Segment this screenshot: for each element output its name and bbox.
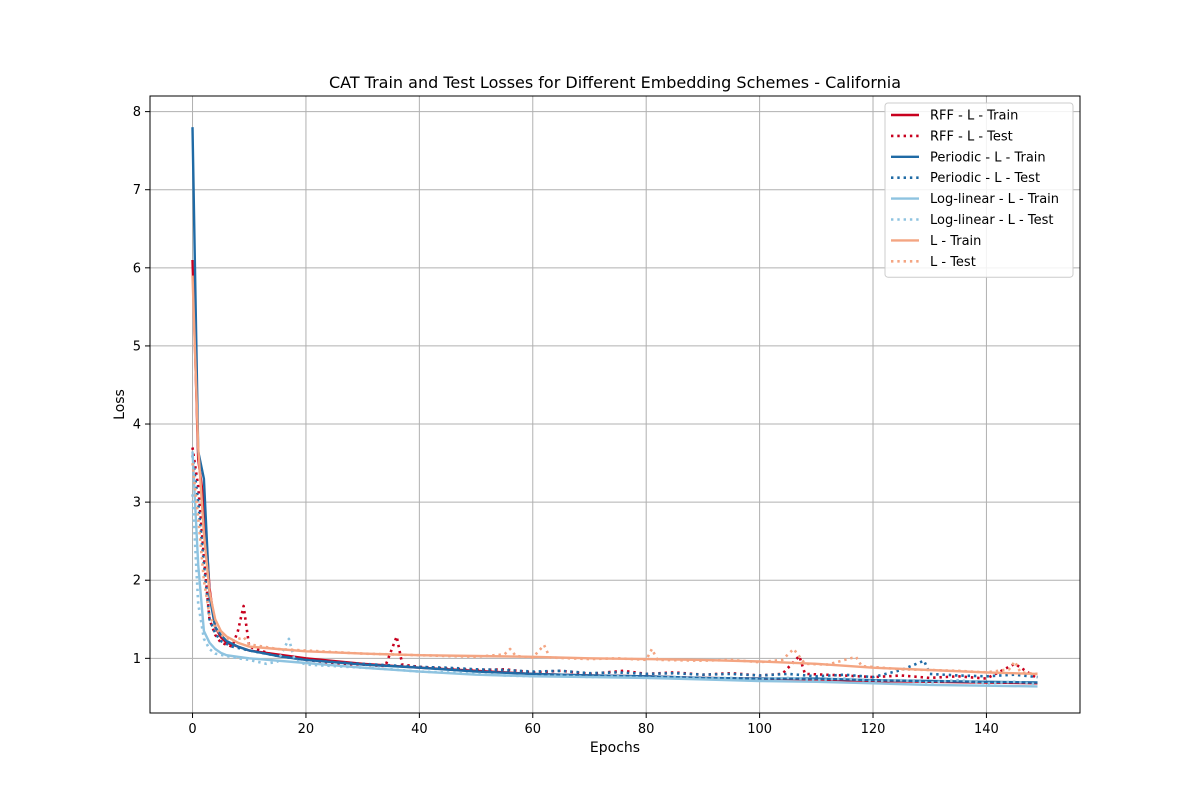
- x-tick-label: 20: [298, 722, 315, 737]
- legend-label: L - Test: [930, 255, 976, 270]
- legend-label: Log-linear - L - Train: [930, 192, 1059, 207]
- y-tick-label: 1: [133, 652, 141, 667]
- series-log-linear-l-test: [191, 494, 1038, 686]
- series-layer: [191, 127, 1039, 688]
- series-rff-l-test: [191, 447, 1039, 680]
- y-tick-label: 6: [133, 261, 141, 276]
- legend-label: RFF - L - Test: [930, 129, 1013, 144]
- y-axis: 1 2 3 4 5 6 7 8: [133, 105, 150, 667]
- x-tick-label: 0: [188, 722, 196, 737]
- series-periodic-l-test: [191, 455, 1038, 679]
- legend-label: RFF - L - Train: [930, 109, 1018, 124]
- legend-box: [884, 102, 1074, 278]
- y-tick-label: 3: [133, 496, 141, 511]
- x-tick-label: 120: [861, 722, 886, 737]
- legend-label: Periodic - L - Test: [930, 171, 1040, 186]
- legend-label: Log-linear - L - Test: [930, 213, 1053, 228]
- y-tick-label: 2: [133, 574, 141, 589]
- x-axis-label: Epochs: [590, 740, 640, 756]
- chart-title: CAT Train and Test Losses for Different …: [329, 73, 901, 92]
- y-axis-label: Loss: [112, 389, 128, 420]
- y-tick-label: 8: [133, 105, 141, 120]
- x-tick-label: 80: [638, 722, 655, 737]
- x-axis: 0 20 40 60 80 100 120 140: [188, 713, 999, 737]
- series-l-test: [191, 462, 1038, 676]
- legend: RFF - L - Train RFF - L - Test Periodic - …: [884, 102, 1074, 278]
- y-tick-label: 7: [133, 183, 141, 198]
- x-tick-label: 40: [411, 722, 428, 737]
- x-tick-label: 100: [747, 722, 772, 737]
- series-l-train: [191, 275, 1038, 676]
- legend-label: Periodic - L - Train: [930, 150, 1046, 165]
- y-tick-label: 4: [133, 418, 141, 433]
- plot-frame: [149, 95, 1081, 714]
- x-tick-label: 60: [525, 722, 542, 737]
- legend-label: L - Train: [930, 234, 981, 249]
- y-tick-label: 5: [133, 339, 141, 354]
- x-tick-label: 140: [974, 722, 999, 737]
